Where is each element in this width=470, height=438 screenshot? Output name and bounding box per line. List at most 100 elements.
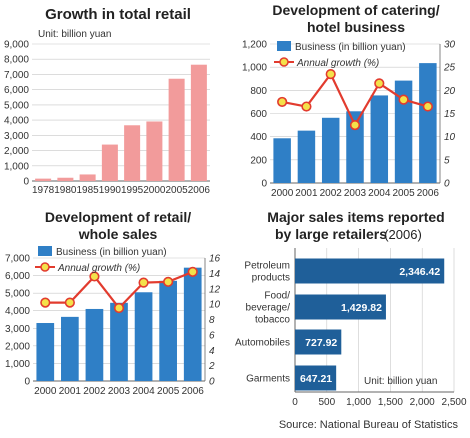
wholesale-bar-2004 — [134, 292, 153, 381]
catering-legend-growth: Annual growth (%) — [296, 58, 379, 69]
wholesale-legend-business: Business (in billion yuan) — [56, 247, 167, 258]
wholesale-left-ytick-label: 6,000 — [5, 271, 30, 282]
wholesale-left-ytick-label: 4,000 — [5, 306, 30, 317]
catering-growth-point-2003 — [349, 119, 361, 131]
catering-xtick-label: 2000 — [271, 188, 294, 199]
catering-growth-point-2001 — [301, 101, 312, 112]
catering-growth-point-2005 — [398, 94, 409, 105]
catering-bar-2002 — [321, 117, 340, 183]
retail-bar-2006 — [190, 64, 207, 181]
retail-xtick-label: 2000 — [143, 185, 166, 196]
sales-title-year: (2006) — [384, 227, 422, 242]
wholesale-xtick-label: 2006 — [182, 386, 205, 397]
catering-xtick-label: 2004 — [368, 188, 391, 199]
sales-xtick-label: 1,000 — [346, 397, 371, 408]
catering-legend: Business (in billion yuan) Annual growth… — [274, 41, 406, 69]
retail-xtick-label: 2005 — [166, 185, 189, 196]
retail-ytick-label: 3,000 — [4, 131, 29, 142]
wholesale-bar-2001 — [61, 316, 79, 381]
retail-xtick-label: 1985 — [77, 185, 100, 196]
wholesale-left-ytick-label: 1,000 — [5, 359, 30, 370]
catering-left-ytick-label: 1,000 — [242, 63, 267, 74]
wholesale-legend-bar-swatch — [38, 246, 52, 256]
sales-xtick-label: 0 — [292, 397, 298, 408]
retail-xtick-label: 2006 — [188, 185, 211, 196]
catering-left-ytick-label: 400 — [250, 132, 267, 143]
retail-ytick-label: 0 — [23, 177, 29, 188]
sales-xtick-label: 2,500 — [441, 397, 466, 408]
wholesale-bar-2000 — [36, 323, 55, 381]
wholesale-left-ytick-label: 2,000 — [5, 341, 30, 352]
retail-bar-2005 — [168, 78, 185, 181]
retail-ytick-label: 5,000 — [4, 100, 29, 111]
catering-xtick-label: 2002 — [320, 188, 343, 199]
wholesale-right-ytick-label: 0 — [209, 377, 215, 388]
sales-value-label: 727.92 — [305, 337, 337, 349]
catering-right-ytick-label: 5 — [444, 155, 450, 166]
wholesale-growth-point-2001 — [64, 297, 75, 308]
catering-bar-2004 — [370, 95, 389, 183]
sales-unit-label: Unit: billion yuan — [364, 376, 437, 387]
sales-xtick-label: 1,500 — [378, 397, 403, 408]
sales-category-label: Food/ — [264, 291, 290, 302]
catering-left-ytick-label: 200 — [250, 155, 267, 166]
sales-category-label: tobacco — [255, 315, 290, 326]
retail-bar-1995 — [124, 125, 141, 181]
wholesale-xtick-label: 2004 — [132, 386, 155, 397]
wholesale-growth-point-2003 — [113, 302, 125, 314]
wholesale-left-ytick-label: 0 — [24, 377, 30, 388]
retail-ytick-label: 2,000 — [4, 146, 29, 157]
wholesale-xtick-label: 2001 — [59, 386, 82, 397]
catering-legend-marker — [279, 57, 289, 67]
wholesale-growth-point-2005 — [163, 276, 174, 287]
sales-bar-0 — [295, 258, 445, 284]
wholesale-left-ytick-label: 5,000 — [5, 289, 30, 300]
sales-value-label: 647.21 — [300, 373, 332, 385]
wholesale-left-ytick-label: 3,000 — [5, 324, 30, 335]
retail-chart: Growth in total retail Unit: billion yua… — [4, 6, 210, 196]
catering-title-line-2: hotel business — [307, 19, 405, 35]
retail-ytick-label: 7,000 — [4, 70, 29, 81]
wholesale-growth-point-2000 — [40, 297, 51, 308]
wholesale-right-ytick-label: 2 — [208, 361, 215, 372]
catering-left-ytick-label: 600 — [250, 109, 267, 120]
wholesale-legend: Business (in billion yuan) Annual growth… — [35, 246, 167, 274]
wholesale-bar-2006 — [183, 267, 202, 381]
wholesale-left-ytick-label: 7,000 — [5, 254, 30, 265]
retail-bar-2000 — [146, 121, 163, 181]
catering-right-ytick-label: 15 — [444, 109, 456, 120]
sales-xtick-label: 2,000 — [410, 397, 435, 408]
retail-ytick-label: 4,000 — [4, 116, 29, 127]
catering-bar-2005 — [394, 80, 413, 183]
catering-growth-point-2000 — [277, 96, 288, 108]
retail-bar-1978 — [35, 178, 52, 181]
sales-chart: Major sales items reported by large reta… — [235, 209, 467, 408]
sales-value-label: 1,429.82 — [341, 302, 382, 314]
catering-right-ytick-label: 20 — [443, 86, 456, 97]
sales-category-label: beverage/ — [246, 303, 291, 314]
catering-bar-2001 — [297, 130, 316, 183]
retail-xtick-label: 1990 — [99, 185, 122, 196]
sales-bar-3 — [295, 365, 337, 391]
wholesale-growth-point-2004 — [138, 277, 149, 288]
catering-left-ytick-label: 800 — [250, 86, 267, 97]
sales-category-label: Garments — [246, 374, 290, 385]
wholesale-legend-marker — [40, 262, 50, 272]
sales-category-label: Automobiles — [235, 338, 290, 349]
catering-right-ytick-label: 30 — [444, 40, 456, 51]
wholesale-title-line-1: Development of retail/ — [45, 209, 191, 225]
wholesale-right-ytick-label: 6 — [209, 330, 215, 341]
retail-bar-1985 — [79, 174, 96, 181]
retail-bar-1990 — [101, 144, 118, 181]
catering-right-ytick-label: 0 — [444, 179, 450, 190]
catering-xtick-label: 2001 — [295, 188, 318, 199]
catering-xtick-label: 2003 — [344, 188, 367, 199]
sales-title-line-1: Major sales items reported — [267, 209, 444, 225]
wholesale-right-ytick-label: 10 — [209, 300, 221, 311]
source-note: Source: National Bureau of Statistics — [279, 419, 459, 431]
wholesale-legend-growth: Annual growth (%) — [57, 263, 140, 274]
wholesale-xtick-label: 2000 — [34, 386, 57, 397]
wholesale-title-line-2: whole sales — [78, 226, 158, 242]
sales-bar-1 — [295, 294, 386, 320]
